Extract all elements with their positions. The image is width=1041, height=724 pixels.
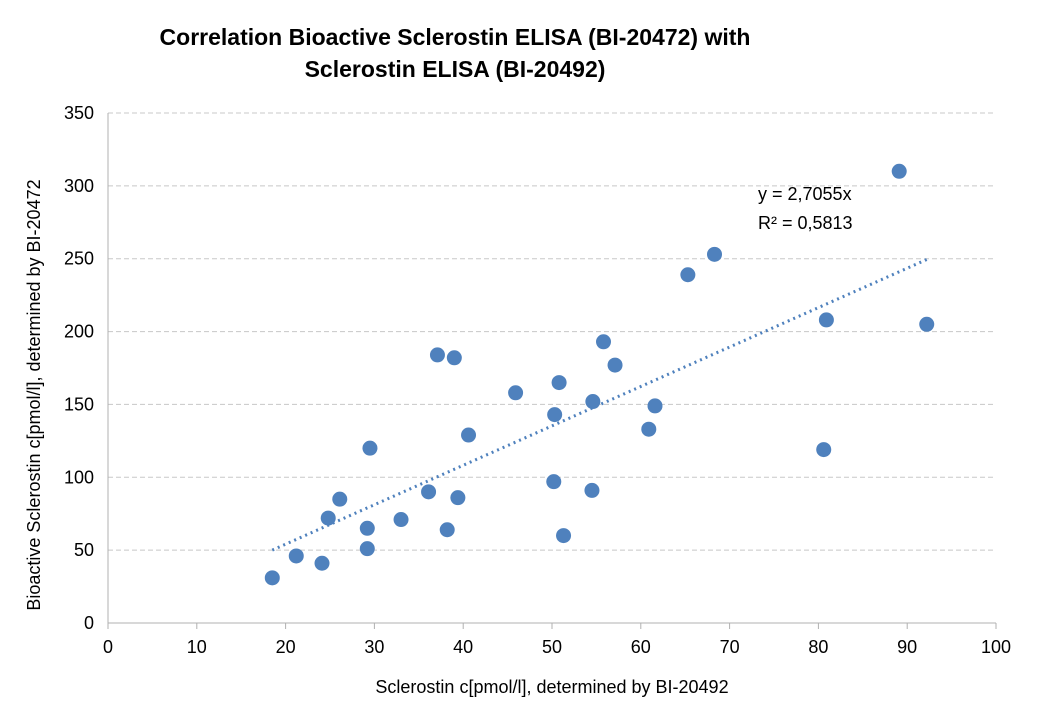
data-point-16 [546,474,562,490]
chart-title-line-1: Correlation Bioactive Sclerostin ELISA (… [160,24,751,50]
data-point-8 [393,512,409,528]
data-points [264,163,935,586]
data-point-10 [429,347,445,363]
gridlines [107,112,996,624]
data-point-23 [607,357,623,373]
data-point-13 [450,490,466,506]
x-axis-label: Sclerostin c[pmol/l], determined by BI-2… [375,677,728,697]
data-point-4 [332,491,348,507]
trendline-r-squared: R² = 0,5813 [758,213,853,233]
data-point-1 [288,548,304,564]
x-tick-label: 50 [542,637,562,657]
x-tick-label: 10 [187,637,207,657]
data-point-24 [641,421,657,437]
data-point-9 [421,484,437,500]
data-point-29 [818,312,834,328]
chart-title-line-2: Sclerostin ELISA (BI-20492) [305,56,606,82]
data-point-18 [551,375,567,391]
x-tick-label: 0 [103,637,113,657]
x-tick-label: 90 [897,637,917,657]
data-point-11 [439,522,455,538]
data-point-14 [461,427,477,443]
x-tick-label: 20 [276,637,296,657]
x-tick-label: 30 [364,637,384,657]
y-axis-ticks: 0 50 100 150 200 250 300 350 [64,103,94,633]
trendline-equation: y = 2,7055x [758,184,852,204]
data-point-12 [446,350,462,366]
y-tick-label: 250 [64,249,94,269]
y-tick-label: 0 [84,613,94,633]
x-tick-label: 40 [453,637,473,657]
y-tick-label: 350 [64,103,94,123]
x-tick-label: 70 [720,637,740,657]
data-point-20 [584,482,600,498]
data-point-22 [596,334,612,350]
data-point-25 [647,398,663,414]
y-tick-label: 50 [74,540,94,560]
data-point-15 [508,385,524,401]
data-point-30 [891,163,907,179]
y-tick-label: 100 [64,467,94,487]
y-tick-label: 300 [64,176,94,196]
data-point-17 [547,407,563,423]
data-point-5 [359,520,375,536]
data-point-19 [556,528,572,544]
data-point-7 [362,440,378,456]
data-point-6 [359,541,375,557]
y-axis-label: Bioactive Sclerostin c[pmol/l], determin… [24,179,44,610]
x-tick-label: 80 [808,637,828,657]
data-point-26 [680,267,696,283]
x-tick-label: 100 [981,637,1011,657]
data-point-28 [816,442,832,458]
data-point-21 [585,394,601,410]
y-tick-label: 150 [64,394,94,414]
data-point-31 [919,316,935,332]
data-point-0 [264,570,280,586]
data-point-3 [320,510,336,526]
x-axis-ticks: 0 10 20 30 40 50 60 70 80 90 100 [103,623,1011,657]
data-point-27 [707,246,723,262]
data-point-2 [314,555,330,571]
x-tick-label: 60 [631,637,651,657]
y-tick-label: 200 [64,322,94,342]
